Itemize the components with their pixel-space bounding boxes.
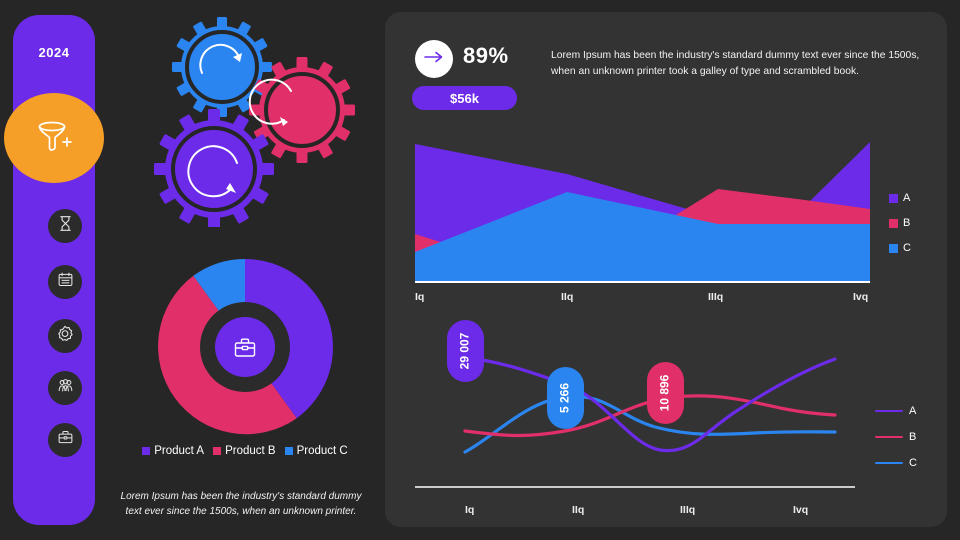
area-axis-tick-4: Ivq bbox=[853, 291, 869, 303]
area-axis-tick-3: IIIq bbox=[708, 291, 724, 303]
gear-pink bbox=[248, 57, 355, 163]
main-panel: 89% $56k Lorem Ipsum has been the indust… bbox=[385, 12, 947, 527]
legend-swatch-b bbox=[889, 218, 898, 228]
area-axis-tick-2: IIq bbox=[561, 291, 574, 303]
gear-blue bbox=[172, 17, 272, 117]
line-axis-tick-2: IIq bbox=[572, 504, 585, 516]
product-donut-chart bbox=[140, 255, 350, 440]
kpi-percent-value: 89% bbox=[463, 43, 509, 68]
annotation-pill-a: 29 007 bbox=[447, 320, 484, 382]
gear-icon bbox=[56, 325, 74, 348]
annotation-label-a: 29 007 bbox=[458, 332, 472, 369]
line-axis-tick-1: Iq bbox=[465, 504, 475, 516]
sidebar: 2024 bbox=[4, 15, 104, 525]
line-legend-swatch-b bbox=[875, 435, 903, 439]
legend-item-b[interactable]: B bbox=[889, 217, 911, 229]
legend-swatch-product-b bbox=[213, 447, 222, 455]
legend-label-b: B bbox=[903, 217, 911, 229]
line-chart-x-axis: Iq IIq IIIq Ivq bbox=[415, 504, 870, 520]
line-legend-label-a: A bbox=[909, 405, 917, 417]
kpi-amount-badge[interactable]: $56k bbox=[412, 86, 517, 110]
legend-label-product-c: Product C bbox=[296, 445, 348, 457]
line-legend-swatch-c bbox=[875, 461, 903, 465]
funnel-add-icon bbox=[31, 113, 77, 164]
sidebar-item-briefcase[interactable] bbox=[48, 423, 82, 457]
quarterly-stacked-area-chart bbox=[415, 134, 870, 289]
line-legend-label-c: C bbox=[909, 457, 917, 469]
briefcase-icon bbox=[234, 338, 256, 357]
line-axis-tick-3: IIIq bbox=[680, 504, 696, 516]
line-axis-tick-4: Ivq bbox=[793, 504, 809, 516]
legend-swatch-c bbox=[889, 243, 898, 253]
sidebar-item-hourglass[interactable] bbox=[48, 209, 82, 243]
line-chart-legend: A B C bbox=[875, 405, 917, 469]
header-description: Lorem Ipsum has been the industry's stan… bbox=[551, 50, 920, 77]
sidebar-year-label: 2024 bbox=[38, 45, 70, 60]
people-icon bbox=[57, 377, 74, 399]
legend-label-product-b: Product B bbox=[225, 445, 276, 457]
area-chart-legend: A B C bbox=[889, 192, 911, 254]
sidebar-item-calendar[interactable] bbox=[48, 265, 82, 299]
legend-item-a[interactable]: A bbox=[889, 192, 911, 204]
legend-label-product-a: Product A bbox=[154, 445, 205, 457]
area-series-c bbox=[415, 192, 870, 282]
legend-item-product-c[interactable]: Product C bbox=[284, 445, 348, 457]
hourglass-icon bbox=[57, 215, 74, 237]
line-legend-item-c[interactable]: C bbox=[875, 457, 917, 469]
line-series-c bbox=[463, 394, 837, 454]
legend-swatch-product-c bbox=[284, 447, 293, 455]
calendar-icon bbox=[57, 271, 74, 293]
sidebar-item-settings[interactable] bbox=[48, 319, 82, 353]
annotation-pill-b: 10 896 bbox=[647, 362, 684, 424]
line-legend-item-b[interactable]: B bbox=[875, 431, 917, 443]
area-chart-x-axis: Iq IIq IIIq Ivq bbox=[415, 291, 870, 307]
arrow-right-icon bbox=[423, 50, 445, 69]
legend-item-product-b[interactable]: Product B bbox=[213, 445, 276, 457]
gears-illustration bbox=[150, 12, 365, 227]
briefcase-icon bbox=[57, 429, 74, 451]
legend-item-product-a[interactable]: Product A bbox=[142, 445, 204, 457]
kpi-arrow-badge bbox=[415, 40, 453, 78]
legend-swatch-a bbox=[889, 193, 898, 203]
line-series-a bbox=[463, 355, 837, 453]
annotation-label-c: 5 266 bbox=[558, 383, 572, 413]
donut-legend: Product A Product B Product C bbox=[130, 445, 360, 457]
legend-item-c[interactable]: C bbox=[889, 242, 911, 254]
gear-purple bbox=[154, 109, 274, 227]
funnel-add-button[interactable] bbox=[4, 93, 104, 183]
area-axis-tick-1: Iq bbox=[415, 291, 425, 303]
line-legend-swatch-a bbox=[875, 409, 903, 413]
quarterly-trend-line-chart: 29 007 5 266 10 896 bbox=[415, 312, 870, 497]
annotation-label-b: 10 896 bbox=[658, 374, 672, 411]
sidebar-item-people[interactable] bbox=[48, 371, 82, 405]
annotation-pill-c: 5 266 bbox=[547, 367, 584, 429]
legend-swatch-product-a bbox=[142, 447, 151, 455]
legend-label-c: C bbox=[903, 242, 911, 254]
line-legend-label-b: B bbox=[909, 431, 917, 443]
left-description-text: Lorem Ipsum has been the industry's stan… bbox=[120, 491, 362, 517]
line-legend-item-a[interactable]: A bbox=[875, 405, 917, 417]
legend-label-a: A bbox=[903, 192, 911, 204]
